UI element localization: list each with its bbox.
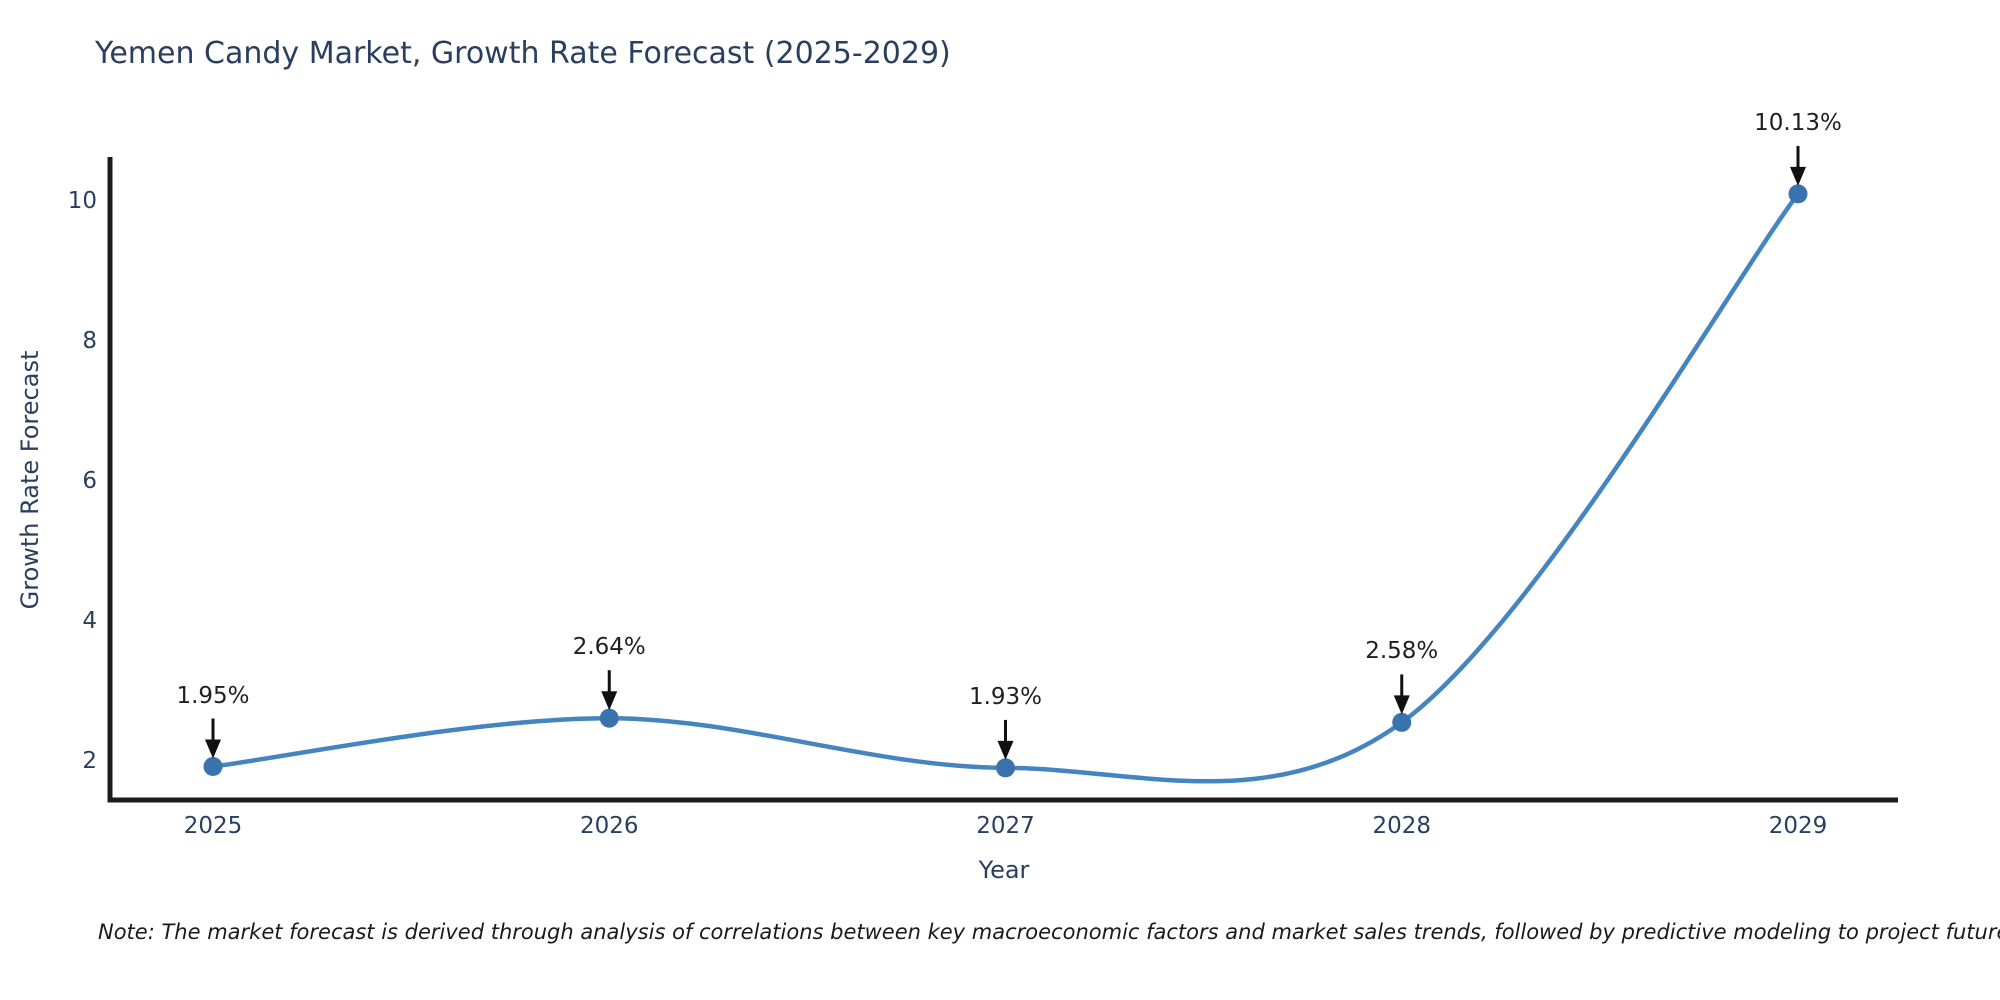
data-point-marker — [599, 708, 619, 728]
data-point-marker — [996, 758, 1015, 778]
y-tick-label: 6 — [82, 468, 97, 494]
growth-rate-series — [212, 192, 1800, 784]
x-tick-label: 2026 — [579, 813, 639, 839]
footnote: Note: The market forecast is derived thr… — [98, 920, 2000, 944]
x-tick-label: 2029 — [1768, 813, 1828, 839]
data-point-annotation: 2.58% — [1365, 638, 1439, 665]
annotation-arrowhead — [205, 739, 221, 759]
series-line — [212, 192, 1800, 784]
data-point-marker — [203, 757, 223, 776]
x-tick-label: 2028 — [1372, 813, 1432, 839]
x-tick-label: 2027 — [976, 813, 1035, 839]
annotation-arrowhead — [601, 691, 618, 711]
y-tick-label: 10 — [67, 188, 97, 214]
data-point-marker — [1392, 712, 1412, 732]
data-point-annotation: 2.64% — [572, 634, 646, 661]
chart-title: Yemen Candy Market, Growth Rate Forecast… — [95, 36, 951, 71]
x-tick-label: 2025 — [183, 813, 243, 839]
y-tick-label: 2 — [82, 748, 97, 774]
data-point-annotation: 1.95% — [176, 682, 250, 709]
data-point-marker — [1788, 184, 1808, 204]
annotation-arrowhead — [1393, 695, 1410, 715]
y-tick-label: 4 — [82, 608, 97, 634]
y-tick-label: 8 — [82, 328, 97, 354]
data-point-markers — [203, 184, 1808, 778]
annotation-arrows — [205, 145, 1806, 760]
data-point-annotation: 10.13% — [1754, 109, 1842, 136]
annotation-arrowhead — [997, 740, 1014, 760]
data-point-annotation: 1.93% — [968, 683, 1043, 710]
x-axis-label: Year — [978, 856, 1030, 884]
annotation-arrowhead — [1790, 166, 1806, 186]
